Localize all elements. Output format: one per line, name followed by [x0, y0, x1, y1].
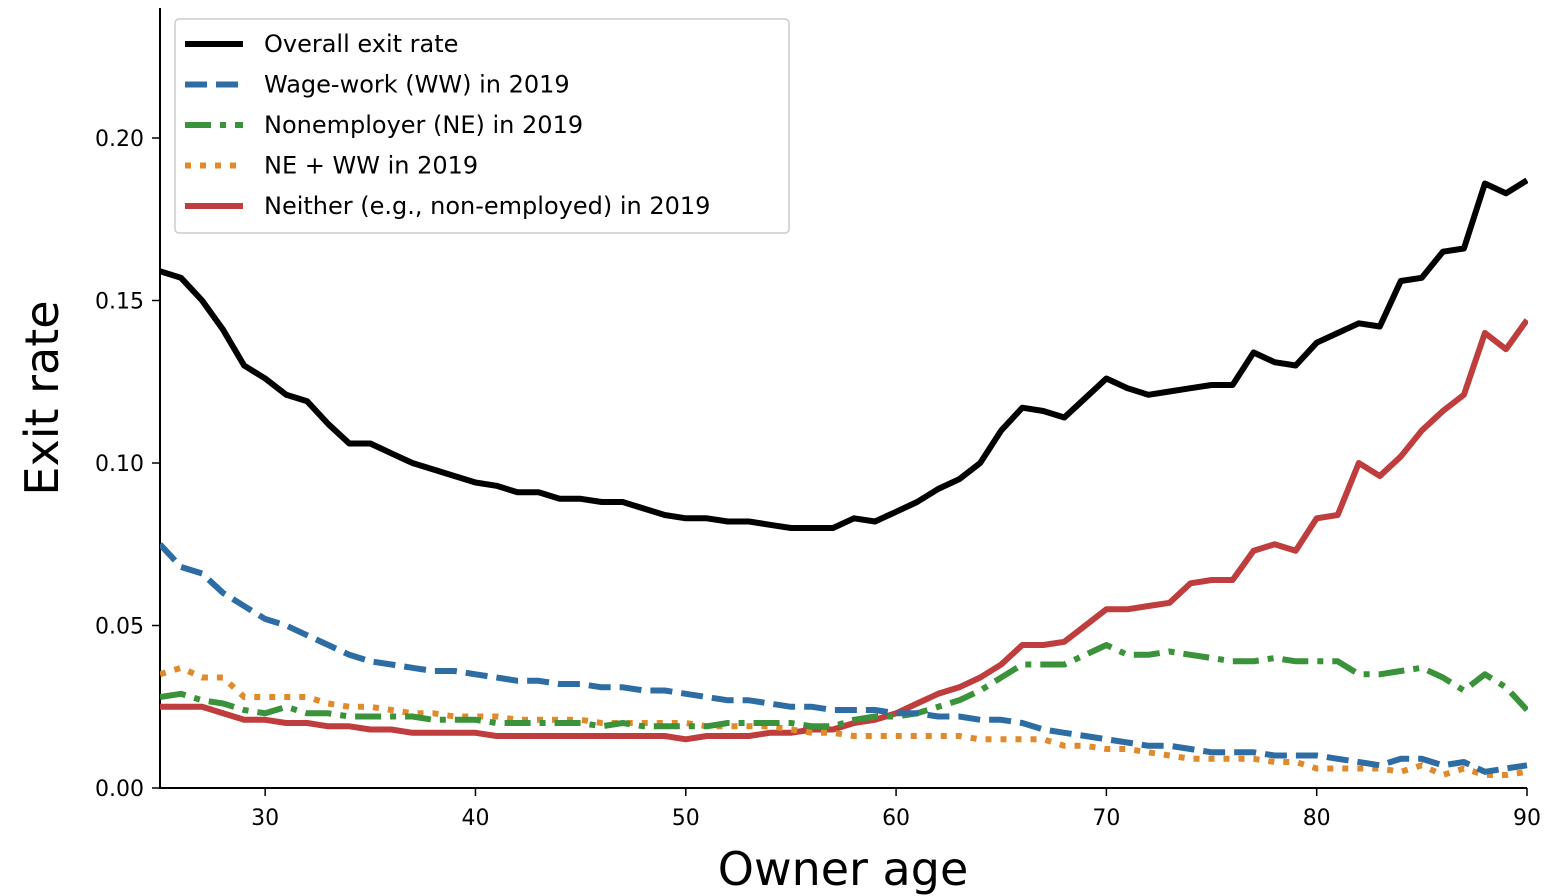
legend-label-2: Nonemployer (NE) in 2019: [264, 111, 583, 139]
y-tick-label: 0.05: [95, 615, 144, 640]
y-tick-label: 0.15: [95, 290, 144, 315]
x-tick-label: 40: [461, 806, 489, 831]
y-tick-label: 0.00: [95, 777, 144, 802]
series-line-3: [160, 664, 1528, 778]
series-line-0: [160, 177, 1528, 531]
x-ticks: 30 40 50 60 70 80 90: [251, 788, 1541, 831]
series-line-1: [160, 542, 1528, 775]
x-tick-label: 50: [672, 806, 700, 831]
legend-label-0: Overall exit rate: [264, 30, 458, 58]
y-tick-label: 0.10: [95, 452, 144, 477]
x-tick-label: 80: [1303, 806, 1331, 831]
legend-box: [174, 18, 790, 234]
series-line-2: [160, 642, 1528, 730]
legend: Overall exit rate Wage-work (WW) in 2019 N…: [174, 18, 790, 234]
x-axis-title: Owner age: [718, 842, 969, 896]
legend-label-4: Neither (e.g., non-employed) in 2019: [264, 192, 710, 220]
x-tick-label: 60: [882, 806, 910, 831]
x-tick-label: 70: [1092, 806, 1120, 831]
series-line-4: [160, 318, 1528, 743]
y-ticks: 0.00 0.05 0.10 0.15 0.20: [95, 127, 160, 802]
x-tick-label: 30: [251, 806, 279, 831]
y-axis-title: Exit rate: [15, 300, 69, 495]
x-tick-label: 90: [1513, 806, 1541, 831]
legend-label-3: NE + WW in 2019: [264, 152, 478, 180]
y-tick-label: 0.20: [95, 127, 144, 152]
plot-lines: [160, 177, 1528, 778]
legend-label-1: Wage-work (WW) in 2019: [264, 71, 570, 99]
